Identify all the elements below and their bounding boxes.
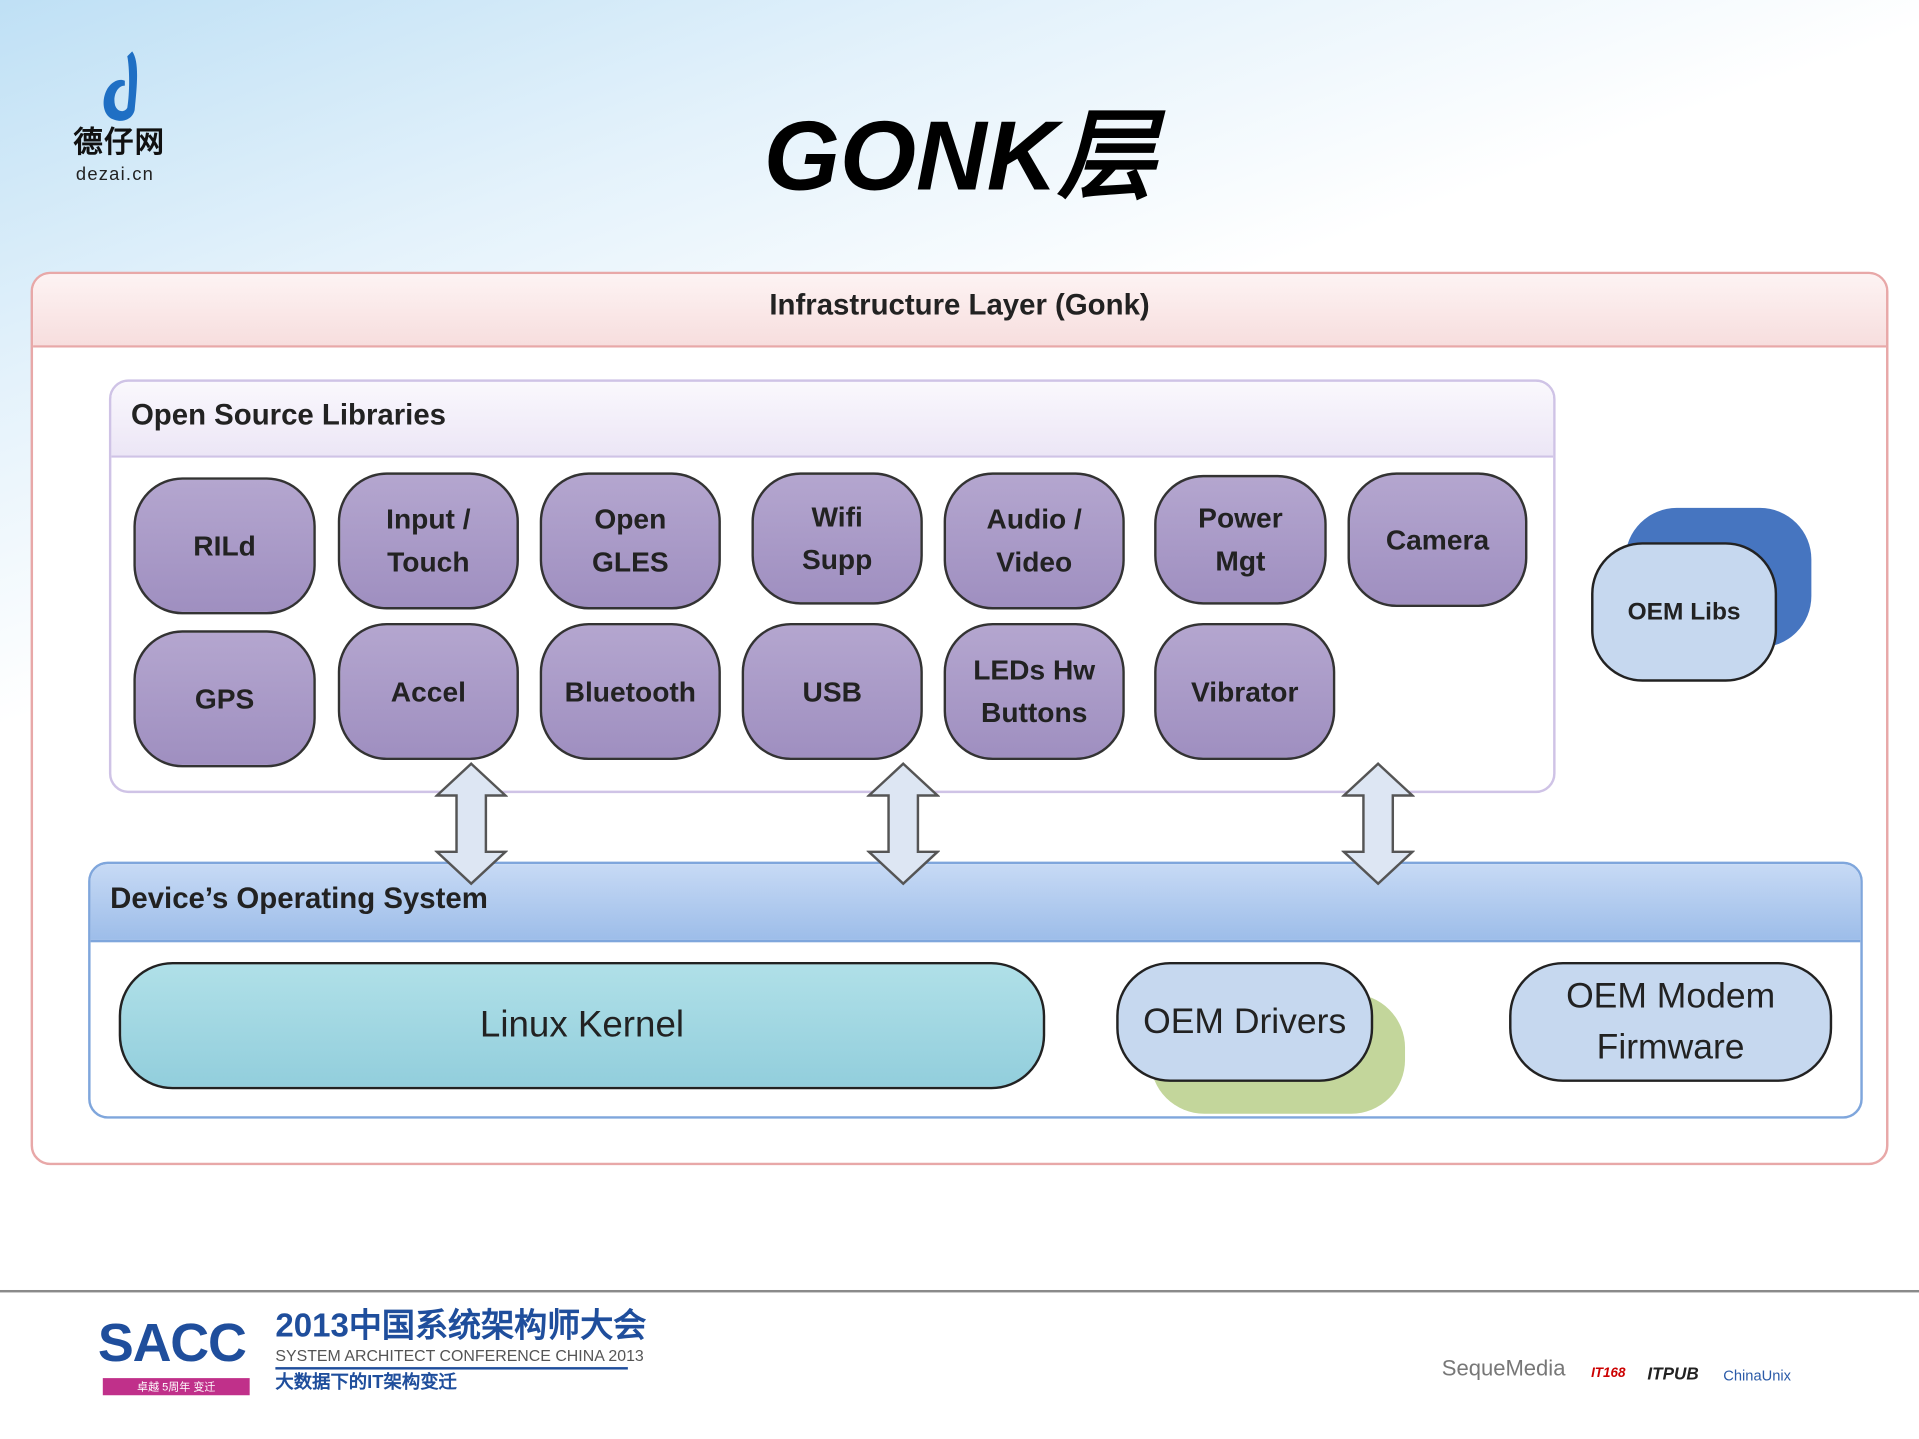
lib-accel: Accel: [337, 622, 519, 761]
device-os-header: Device’s Operating System: [90, 864, 1861, 943]
logo-domain: dezai.cn: [75, 164, 155, 185]
linux-kernel: Linux Kernel: [118, 961, 1046, 1090]
sacc-logo: SACC: [97, 1313, 247, 1374]
oem-libs: OEM Libs: [1591, 542, 1778, 682]
lib-vibrator: Vibrator: [1154, 622, 1336, 761]
logo-name: 德仔网: [73, 126, 166, 160]
lib-rild: RILd: [133, 477, 316, 615]
lib-audio-video: Audio / Video: [943, 472, 1125, 610]
footer-divider: [0, 1289, 1919, 1293]
sponsor-sequemedia: SequeMedia: [1441, 1356, 1566, 1381]
lib-open-gles: Open GLES: [539, 472, 721, 610]
oem-drivers: OEM Drivers: [1116, 961, 1374, 1082]
lib-gps: GPS: [133, 630, 316, 768]
double-arrow-icon: [1341, 762, 1415, 886]
lib-leds-hw-buttons: LEDs Hw Buttons: [943, 622, 1125, 761]
conference-title-en: SYSTEM ARCHITECT CONFERENCE CHINA 2013: [275, 1346, 644, 1365]
open-source-libraries-header: Open Source Libraries: [111, 381, 1554, 458]
lib-bluetooth: Bluetooth: [539, 622, 721, 761]
conference-title-cn: 2013中国系统架构师大会: [275, 1307, 647, 1344]
page-title: GONK层: [763, 101, 1156, 211]
lib-camera: Camera: [1347, 472, 1528, 608]
conference-slogan: 大数据下的IT架构变迁: [275, 1371, 457, 1393]
double-arrow-icon: [866, 762, 940, 886]
sacc-badge: 卓越 5周年 变迁: [102, 1378, 250, 1396]
lib-power-mgt: Power Mgt: [1154, 474, 1327, 605]
lib-usb: USB: [741, 622, 923, 761]
dezai-logo-icon: [103, 51, 138, 121]
infrastructure-layer-header: Infrastructure Layer (Gonk): [33, 274, 1887, 348]
oem-modem-firmware: OEM Modem Firmware: [1509, 961, 1833, 1082]
sponsor-chinaunix: ChinaUnix: [1723, 1367, 1792, 1385]
lib-wifi-supp: Wifi Supp: [751, 472, 923, 605]
sponsor-it168: IT168: [1591, 1365, 1626, 1381]
conference-underline: [275, 1367, 628, 1370]
sponsor-itpub: ITPUB: [1647, 1363, 1699, 1384]
lib-input-touch: Input / Touch: [337, 472, 519, 610]
double-arrow-icon: [434, 762, 508, 886]
